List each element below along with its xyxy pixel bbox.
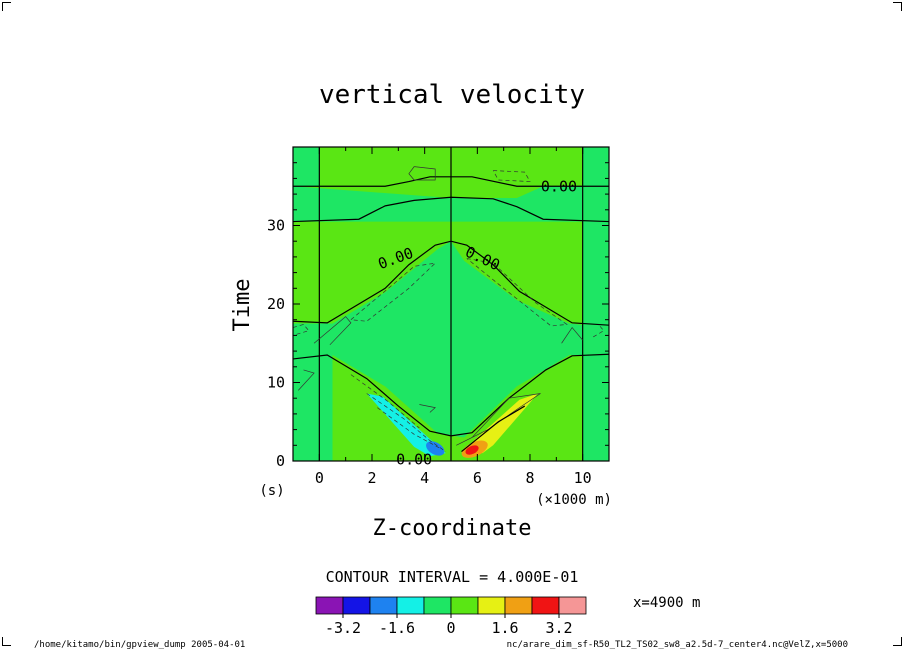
positive-contour-upper-left [408,166,436,181]
positive-contour-left [313,316,352,346]
crop-mark-top-right [893,2,902,11]
x-tick-label: 8 [525,469,534,487]
negative-region-upper-left [293,186,451,222]
positive-contour-right [561,326,583,344]
contour-interval-label: CONTOUR INTERVAL = 4.000E-01 [326,568,579,586]
negative-contour-streak-inner [377,407,441,449]
colorbar-swatch [477,596,506,615]
negative-region-top-left [293,147,320,187]
zero-contour-diamond-top [293,240,609,326]
y-tick-label: 20 [267,295,285,313]
colorbar-ticks: -3.2 -1.6 0 1.6 3.2 [325,614,573,637]
y-tick-label: 0 [276,452,285,470]
negative-contour-streak-lower [350,374,420,429]
crop-mark-top-left [2,2,11,11]
y-axis: 0 10 20 30 [267,162,609,470]
colorbar [315,596,587,615]
x-tick-label: 6 [473,469,482,487]
negative-region-upper-right [451,186,609,222]
crop-mark-bottom-left [2,637,11,646]
y-tick-label: 30 [267,217,285,235]
x-tick-label: 4 [420,469,429,487]
colorbar-swatch [531,596,560,615]
colorbar-tick-label: -3.2 [325,619,361,637]
positive-contour-mid [419,404,436,413]
positive-contour-left-low [298,369,315,391]
colorbar-swatch [558,596,587,615]
colorbar-swatch [396,596,425,615]
positive-contour-streak-inner [461,405,526,453]
negative-contour-right-arm [466,258,568,327]
y-axis-title: Time [230,279,255,332]
chart-title: vertical velocity [319,80,585,110]
slice-label: x=4900 m [633,595,700,611]
y-tick-label: 10 [267,374,285,392]
colorbar-tick-label: 0 [446,619,455,637]
colorbar-tick-label: -1.6 [379,619,415,637]
contour-lines [293,147,609,461]
negative-region-left-edge [293,323,333,461]
zero-contour-upper [293,196,609,223]
footer-file: nc/arare_dim_sf-R50_TL2_TS02_sw8_a2.5d-7… [506,640,848,650]
zero-contour-top [293,176,609,187]
x-axis-title: Z-coordinate [373,516,532,541]
contour-label: 0.00 [396,450,432,468]
colorbar-swatch [369,596,398,615]
negative-contour-right-edge [593,324,605,338]
colorbar-swatch [342,596,371,615]
zero-contour-diamond-bottom [293,353,609,437]
negative-contour-streak-outer [366,393,446,452]
negative-contour-left-edge [293,324,310,336]
x-tick-label: 0 [315,469,324,487]
crop-mark-bottom-right [893,637,902,646]
colorbar-swatch [450,596,479,615]
x-tick-label: 2 [367,469,376,487]
x-tick-label: 10 [574,469,592,487]
x-unit-label: (×1000 m) [536,492,612,508]
colorbar-tick-label: 3.2 [545,619,572,637]
negative-core [426,441,445,456]
colorbar-swatch [504,596,533,615]
negative-contour-upper-right [492,170,531,182]
colorbar-tick-label: 1.6 [491,619,518,637]
contour-label: 0.00 [541,177,577,195]
positive-max [465,445,479,455]
colorbar-swatch [315,596,344,615]
footer-path: /home/kitamo/bin/gpview_dump 2005-04-01 [34,640,246,650]
x-axis: 0 2 4 6 8 10 [292,147,610,487]
y-unit-label: (s) [259,483,284,499]
colorbar-swatch [423,596,452,615]
